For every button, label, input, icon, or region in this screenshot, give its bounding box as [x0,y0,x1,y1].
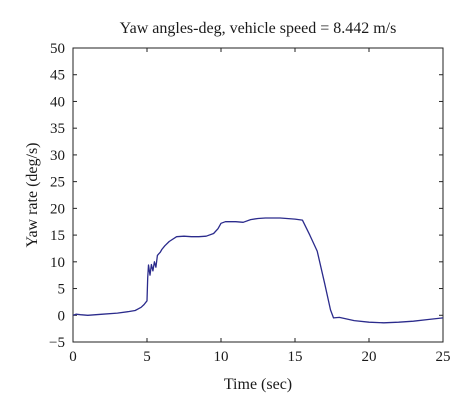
y-tick-label: 45 [50,68,65,84]
yaw-rate-series-line [72,217,444,324]
y-tick-label: −5 [49,335,65,351]
y-axis-label: Yaw rate (deg/s) [24,142,41,247]
y-tick-label: 15 [50,228,65,244]
y-tick-label: 10 [50,255,65,271]
x-tick-label: 15 [288,349,303,365]
x-axis-label: Time (sec) [224,376,292,393]
chart-title: Yaw angles-deg, vehicle speed = 8.442 m/… [120,20,397,37]
series-layer [72,217,444,324]
x-tick-label: 20 [362,349,377,365]
y-tick-label: 50 [50,41,65,57]
x-tick-label: 25 [436,349,451,365]
y-tick-label: 35 [50,121,65,137]
x-tick-label: 5 [143,349,151,365]
x-tick-label: 0 [69,349,77,365]
y-tick-label: 0 [58,308,66,324]
tick-layer [72,47,444,343]
y-tick-label: 40 [50,94,65,110]
y-tick-label: 30 [50,148,65,164]
plot-frame [72,47,444,343]
y-tick-label: 20 [50,201,65,217]
y-tick-label: 25 [50,175,65,191]
x-tick-label: 10 [214,349,229,365]
y-tick-label: 5 [58,282,66,298]
